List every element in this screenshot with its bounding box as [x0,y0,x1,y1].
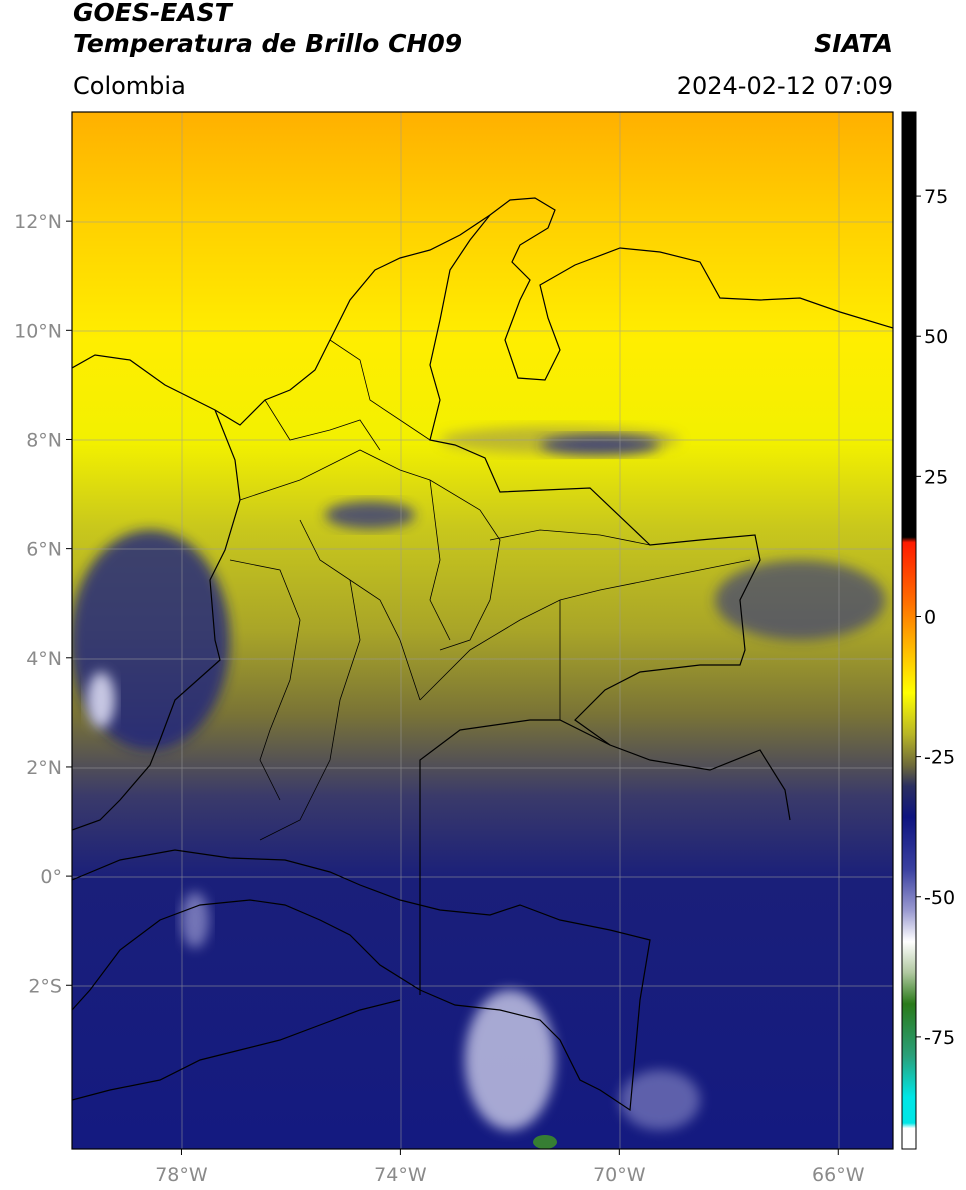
cold-cloud-top-se [620,1070,700,1130]
lat-axis: 12°N 10°N 8°N 6°N 4°N 2°N 0° 2°S [14,211,72,997]
colorbar-tick-label: -50 [924,887,955,909]
peru-border [72,899,421,1011]
organization-label: SIATA [814,29,893,58]
lon-tick-label: 70°W [593,1164,646,1186]
lat-tick-label: 6°N [26,539,62,561]
cloud-cluster-north [540,435,660,455]
department-line-9 [559,559,751,601]
department-line-5 [229,559,301,801]
product-title: Temperatura de Brillo CH09 [73,29,463,58]
department-line-7 [419,599,561,720]
department-line-2 [264,399,381,451]
map-frame [71,111,894,1150]
department-line-6 [259,579,361,841]
brazil-border [419,719,611,995]
south-coastline [72,999,401,1101]
department-line-8 [489,529,651,546]
lat-tick-label: 10°N [14,320,62,342]
graticule [72,112,893,1149]
satellite-title: GOES-EAST [73,0,232,27]
colorbar-axis: 75 50 25 0 -25 -50 -75 [916,186,955,1049]
brightness-temperature-field [72,112,893,1149]
cold-cloud-top-south [465,990,555,1130]
cold-cloud-top-west [87,672,115,728]
department-line-3 [329,339,431,441]
datetime-label: 2024-02-12 07:09 [676,72,893,100]
lat-tick-label: 4°N [26,648,62,670]
lon-tick-label: 78°W [155,1164,208,1186]
colorbar-tick-label: -75 [924,1027,955,1049]
region-label: Colombia [73,72,186,100]
colorbar-tick-label: 25 [924,466,948,488]
colorbar-frame [901,111,917,1150]
colorbar-tick-label: 75 [924,186,948,208]
departments [229,339,751,841]
department-line-4 [299,519,421,701]
lon-tick-label: 66°W [812,1164,865,1186]
department-line-1 [239,449,501,651]
colorbar-tick-label: 0 [924,606,936,628]
caribbean-coastline [72,197,893,426]
lat-tick-label: 2°N [26,757,62,779]
department-line-10 [429,479,451,641]
colorbar-tick-label: -25 [924,747,955,769]
lat-tick-label: 12°N [14,211,62,233]
lat-tick-label: 0° [40,866,62,888]
cold-cloud-top-sw [181,892,209,948]
venezuela-colombia-border [429,214,791,821]
cloud-cluster-central [325,501,415,529]
lat-tick-label: 8°N [26,429,62,451]
lon-axis: 78°W 74°W 70°W 66°W [155,1149,865,1186]
lat-tick-label: 2°S [28,975,62,997]
lon-tick-label: 74°W [374,1164,427,1186]
ecuador-border [72,849,651,1112]
colorbar-tick-label: 50 [924,326,948,348]
green-spot [533,1135,557,1149]
cloud-cluster-east [715,560,885,640]
colorbar [902,112,916,1149]
